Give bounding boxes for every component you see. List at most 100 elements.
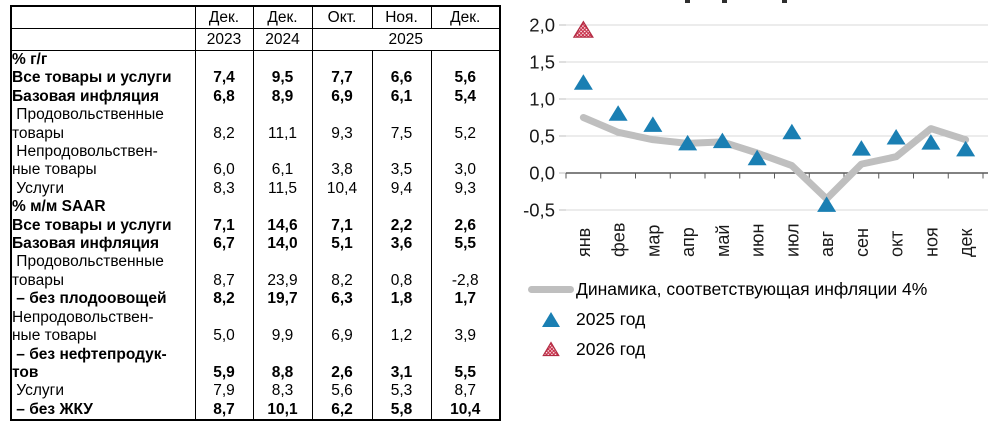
table-cell-r0c0: [194, 50, 253, 70]
table-cell-r9c0: [194, 253, 253, 272]
series-4pct-line: [579, 114, 970, 203]
x-tick-label: ноя: [921, 227, 941, 257]
marker-2025: [643, 116, 663, 132]
table-cell-r9c0: 8,7: [194, 271, 253, 291]
y-tick-label: 1,0: [529, 89, 555, 110]
table-cell-r9c3: [371, 253, 431, 272]
table-cell-r6c4: [430, 198, 500, 217]
table-cell-r1c3: 6,6: [371, 69, 431, 88]
marker-2025: [747, 149, 767, 166]
table-row: Непродовольствен-: [11, 308, 500, 328]
row-label: % г/г: [12, 51, 48, 68]
table-row: Услуги 8,3 11,5 10,4 9,4 9,3: [11, 179, 500, 199]
row-label: тов: [12, 363, 39, 381]
table-cell-r10c3: 1,8: [371, 290, 431, 309]
table-cell-r9c4: [430, 253, 500, 272]
table-row: – без ЖКУ 8,7 10,1 6,2 5,8 10,4: [11, 400, 500, 421]
table-cell-r1c2: 7,7: [311, 69, 372, 88]
marker-2025: [921, 134, 941, 150]
y-tick-label: -0,5: [523, 200, 555, 221]
table-cell-r0c2: [311, 50, 372, 70]
row-label: товары: [12, 124, 64, 142]
column-header-year-2025: 2025: [311, 28, 500, 51]
table-cell-r6c2: [311, 198, 372, 217]
table-cell-r12c0: 5,9: [194, 363, 253, 383]
row-label: Непродовольствен-: [12, 143, 158, 161]
table-row: % м/м SAAR: [11, 198, 500, 217]
table-cell-r9c3: 0,8: [371, 271, 431, 291]
table-cell-r9c1: 23,9: [252, 271, 312, 291]
table-row: – без плодоовощей 8,2 19,7 6,3 1,8 1,7: [11, 290, 500, 309]
legend-label-2026: 2026 год: [576, 338, 646, 359]
legend-label-4pct: Динамика, соответствующая инфляции 4%: [576, 278, 928, 299]
table-cell-r2c1: 8,9: [252, 87, 312, 107]
row-label: Непродовольствен-: [12, 308, 154, 326]
column-header-month-2: Окт.: [311, 6, 372, 29]
table-cell-r1c1: 9,5: [252, 69, 312, 88]
table-cell-r7c2: 7,1: [311, 216, 372, 236]
x-tick-label: июн: [748, 224, 768, 258]
table-cell-r4c2: [311, 143, 372, 162]
marker-2025: [608, 105, 628, 121]
table-row: % г/г: [11, 50, 500, 70]
x-tick-label: сен: [852, 228, 872, 257]
column-header-month-0: Дек.: [194, 6, 253, 29]
triangle-2025-icon: [528, 311, 574, 328]
marker-2025: [956, 140, 976, 157]
x-tick-label: дек: [956, 228, 976, 257]
marker-2025: [573, 74, 593, 90]
table-cell-r3c0: 8,2: [194, 124, 253, 144]
cropped-title-fragment: [722, 0, 727, 3]
table-cell-r5c4: 9,3: [430, 179, 500, 199]
table-cell-r3c3: [371, 106, 431, 125]
row-label: – без нефтепродук-: [12, 345, 167, 363]
table-cell-r11c1: [252, 308, 312, 328]
table-cell-r9c4: -2,8: [430, 271, 500, 291]
inflation-table-panel: Дек. Дек. Окт. Ноя. Дек. 2023 2024 2025% г/г Все…: [10, 5, 501, 422]
inflation-table: Дек. Дек. Окт. Ноя. Дек. 2023 2024 2025% г/г Все…: [10, 5, 501, 422]
x-tick-label: июл: [782, 223, 802, 257]
inflation-chart-panel: 2,0 1,5 1,0 0,5 0,0 -0,5 янв фев мар апр май июн июл…: [510, 0, 1000, 427]
row-label: – без ЖКУ: [12, 400, 93, 418]
row-label: – без плодоовощей: [12, 290, 167, 308]
table-cell-r4c3: [371, 143, 431, 162]
row-label: % м/м SAAR: [12, 198, 106, 216]
marker-2025: [817, 196, 837, 212]
chart-legend: Динамика, соответствующая инфляции 4% 20…: [528, 274, 927, 364]
table-cell-r3c4: [430, 106, 500, 125]
table-cell-r12c2: [311, 345, 372, 364]
table-row: Базовая инфляция 6,7 14,0 5,1 3,6 5,5: [11, 235, 500, 254]
row-label: Услуги: [12, 382, 64, 400]
table-cell-r8c0: 6,7: [194, 235, 253, 254]
table-cell-r9c1: [252, 253, 312, 272]
table-cell-r14c0: 8,7: [194, 400, 253, 421]
table-cell-r3c4: 5,2: [430, 124, 500, 144]
table-cell-r5c1: 11,5: [252, 179, 312, 199]
table-row: – без нефтепродук-: [11, 345, 500, 364]
table-cell-r3c0: [194, 106, 253, 125]
table-cell-r0c1: [252, 50, 312, 70]
table-cell-r11c3: 1,2: [371, 327, 431, 346]
table-cell-r12c3: 3,1: [371, 363, 431, 383]
table-cell-r2c0: 6,8: [194, 87, 253, 107]
table-cell-r5c3: 9,4: [371, 179, 431, 199]
triangle-2026-icon: [528, 341, 574, 357]
legend-label-2025: 2025 год: [576, 308, 646, 329]
table-cell-r12c4: [430, 345, 500, 364]
table-cell-r9c2: 8,2: [311, 271, 372, 291]
table-cell-r4c3: 3,5: [371, 161, 431, 180]
table-cell-r10c1: 19,7: [252, 290, 312, 309]
table-row: товары 8,7 23,9 8,2 0,8 -2,8: [11, 271, 500, 291]
row-label: Все товары и услуги: [12, 216, 172, 234]
row-label: ные товары: [12, 327, 97, 345]
legend-item-2025: 2025 год: [528, 304, 927, 334]
chart-plot-area: 2,0 1,5 1,0 0,5 0,0 -0,5 янв фев мар апр май июн июл…: [523, 15, 988, 258]
table-cell-r8c3: 3,6: [371, 235, 431, 254]
table-cell-r6c0: [194, 198, 253, 217]
table-corner-cell: [11, 28, 195, 51]
marker-2025: [851, 140, 871, 156]
table-cell-r7c4: 2,6: [430, 216, 500, 236]
column-header-month-4: Дек.: [430, 6, 500, 29]
axis-labels: 2,0 1,5 1,0 0,5 0,0 -0,5 янв фев мар апр май июн июл…: [523, 15, 976, 258]
x-tick-label: май: [713, 225, 733, 257]
